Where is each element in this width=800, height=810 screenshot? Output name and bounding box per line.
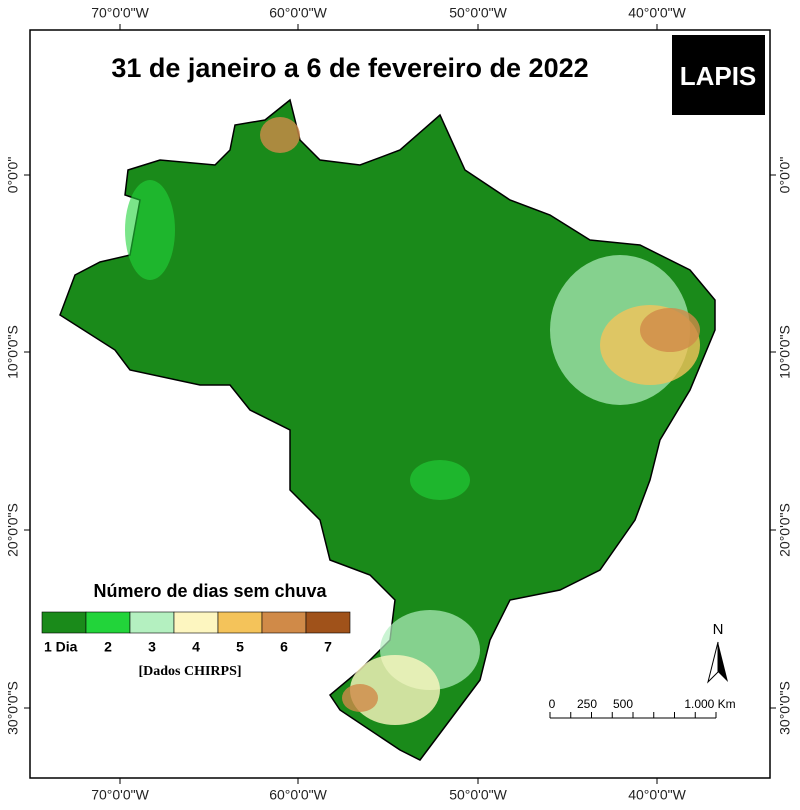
longitude-label: 40°0'0"W [628, 5, 686, 21]
brazil-map [59, 98, 716, 761]
map-title: 31 de janeiro a 6 de fevereiro de 2022 [111, 53, 588, 83]
scale-label: 250 [577, 697, 597, 711]
latitude-label: 0°0'0" [777, 157, 793, 194]
logo-box [672, 35, 765, 115]
region-shade [342, 684, 378, 712]
latitude-label: 20°0'0"S [5, 503, 21, 557]
legend-label: 1 Dia [44, 639, 78, 655]
longitude-label: 60°0'0"W [269, 787, 327, 803]
legend-label: 7 [324, 639, 332, 655]
longitude-label: 50°0'0"W [449, 5, 507, 21]
latitude-label: 10°0'0"S [5, 325, 21, 379]
logo: LAPIS [672, 35, 765, 115]
logo-text: LAPIS [680, 61, 757, 91]
scale-label: 1.000 Km [684, 697, 735, 711]
north-arrow: N [707, 621, 728, 684]
north-label: N [713, 621, 724, 638]
longitude-label: 50°0'0"W [449, 787, 507, 803]
legend-swatch [85, 611, 131, 634]
longitude-label: 70°0'0"W [91, 5, 149, 21]
longitude-label: 70°0'0"W [91, 787, 149, 803]
legend-swatch [305, 611, 351, 634]
legend-swatch [173, 611, 219, 634]
longitude-label: 60°0'0"W [269, 5, 327, 21]
latitude-label: 20°0'0"S [777, 503, 793, 557]
latitude-label: 30°0'0"S [5, 681, 21, 735]
north-arrow-right [718, 642, 728, 682]
legend-title: Número de dias sem chuva [93, 581, 327, 601]
longitude-label: 40°0'0"W [628, 787, 686, 803]
country-shape [59, 98, 716, 761]
legend-swatch [261, 611, 307, 634]
legend: Número de dias sem chuva 1 Dia 2 3 4 5 6 7 [Dado… [41, 581, 351, 679]
legend-label: 6 [280, 639, 288, 655]
legend-swatch [41, 611, 87, 634]
legend-label: 2 [104, 639, 112, 655]
legend-label: 4 [192, 639, 200, 655]
latitude-label: 10°0'0"S [777, 325, 793, 379]
region-shade [260, 117, 300, 153]
scale-label: 500 [613, 697, 633, 711]
legend-swatch [217, 611, 263, 634]
scale-bar: 0 250 500 1.000 Km [549, 697, 736, 719]
legend-source: [Dados CHIRPS] [138, 664, 241, 679]
latitude-label: 30°0'0"S [777, 681, 793, 735]
legend-label: 3 [148, 639, 156, 655]
latitude-label: 0°0'0" [5, 157, 21, 194]
region-shade [640, 308, 700, 352]
legend-swatch [129, 611, 175, 634]
region-shade [125, 180, 175, 280]
scale-label: 0 [549, 697, 556, 711]
legend-label: 5 [236, 639, 244, 655]
region-shade [410, 460, 470, 500]
